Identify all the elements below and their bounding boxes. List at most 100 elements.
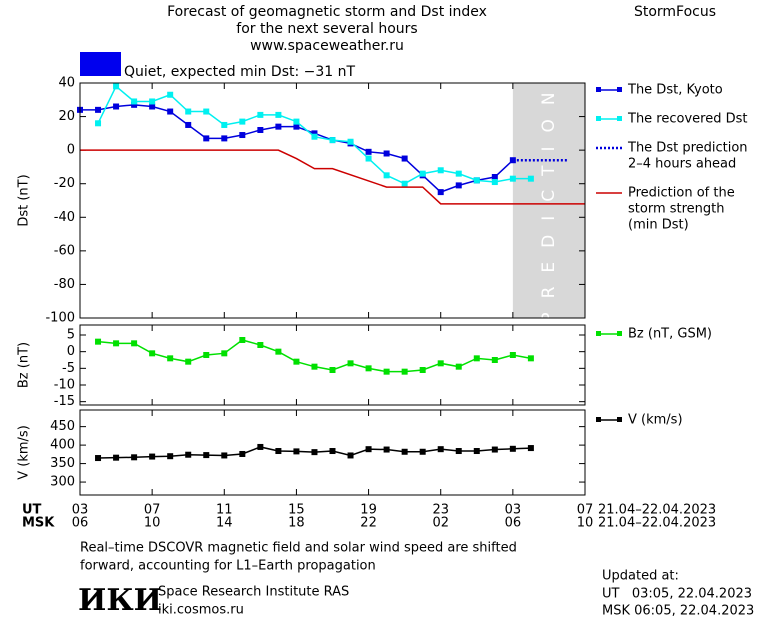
data-point [365,155,372,162]
data-point [383,150,390,157]
data-point [491,174,498,180]
legend-marker [617,116,622,121]
x2-axis-label: MSK [22,516,55,531]
y-tick-label: 400 [50,438,75,453]
legend-marker [596,417,601,422]
data-point [167,453,174,460]
data-point [437,446,444,453]
data-point [419,367,426,373]
data-point [113,103,120,110]
x-tick-label: 07 [144,503,161,518]
panel-frame [79,324,586,406]
legend-label: 2–4 hours ahead [628,157,736,172]
data-point [131,340,138,347]
legend-marker [596,87,601,92]
legend-label: The Dst, Kyoto [627,83,723,98]
note-line: forward, accounting for L1–Earth propaga… [80,559,376,574]
data-point [401,448,408,455]
data-point [311,449,318,456]
data-point [257,443,264,450]
data-point [527,175,534,182]
data-point [455,363,462,370]
data-point [149,103,156,110]
data-point [185,451,192,458]
data-point [509,352,516,358]
data-point [239,132,246,139]
data-point [275,348,282,355]
data-point [473,448,480,455]
data-point [401,180,408,187]
y-axis-label: Bz (nT) [17,342,32,388]
x2-date: 21.04–22.04.2023 [598,516,716,531]
institute: Space Research Institute RAS [158,585,349,600]
legend-label: Bz (nT, GSM) [628,327,712,342]
title-line: for the next several hours [236,21,417,37]
data-point [239,337,246,343]
x-tick-label: 03 [72,503,89,518]
legend-marker [617,417,622,422]
data-point [113,83,120,90]
x2-tick-label: 06 [505,516,522,531]
x2-tick-label: 06 [72,516,89,531]
data-point [95,106,102,113]
data-point [275,123,282,130]
data-point [365,148,372,155]
data-point [167,108,174,115]
data-point [131,454,138,461]
legend-label: V (km/s) [628,413,683,428]
x-tick-label: 23 [432,503,449,518]
data-point [113,340,120,347]
x-tick-label: 11 [216,503,233,518]
data-point [455,170,462,177]
x2-tick-label: 10 [144,516,161,531]
data-point [293,358,300,365]
y-tick-label: -60 [54,243,75,258]
x-tick-label: 03 [505,503,522,518]
x2-tick-label: 10 [577,516,594,531]
data-point [293,118,300,125]
data-point [347,138,354,145]
data-point [257,342,264,348]
data-point [491,446,498,453]
x-tick-label: 15 [288,503,305,518]
x2-tick-label: 18 [288,516,305,531]
data-point [329,137,336,144]
data-point [419,448,426,455]
legend-label: (min Dst) [628,218,689,233]
x-axis-label: UT [22,503,42,518]
data-point [437,167,444,174]
data-point [527,355,534,362]
data-point [95,120,102,127]
data-point [311,133,318,140]
legend-marker [596,116,601,121]
data-point [221,452,228,459]
annotation-swatch [80,52,121,76]
data-point [329,448,336,455]
data-point [203,135,210,142]
data-point [293,123,300,130]
data-point [509,175,516,182]
y-tick-label: -15 [54,394,75,409]
logo: ИКИ [78,583,162,618]
title-line: Forecast of geomagnetic storm and Dst in… [167,4,487,20]
data-point [185,121,192,128]
data-point [437,360,444,367]
data-point [473,177,480,184]
y-tick-label: -40 [54,210,75,225]
data-point [149,350,156,357]
y-axis-label: V (km/s) [17,425,32,480]
url: iki.cosmos.ru [158,603,244,618]
panel-frame [79,82,586,319]
legend-label: Prediction of the [628,186,735,201]
data-point [383,446,390,453]
data-point [149,453,156,460]
x-date: 21.04–22.04.2023 [598,503,716,518]
data-point [455,182,462,189]
data-point [311,363,318,370]
data-point [185,358,192,365]
y-axis-label: Dst (nT) [17,174,32,226]
data-point [167,91,174,98]
data-point [131,98,138,105]
data-point [113,454,120,461]
data-point [203,352,210,358]
